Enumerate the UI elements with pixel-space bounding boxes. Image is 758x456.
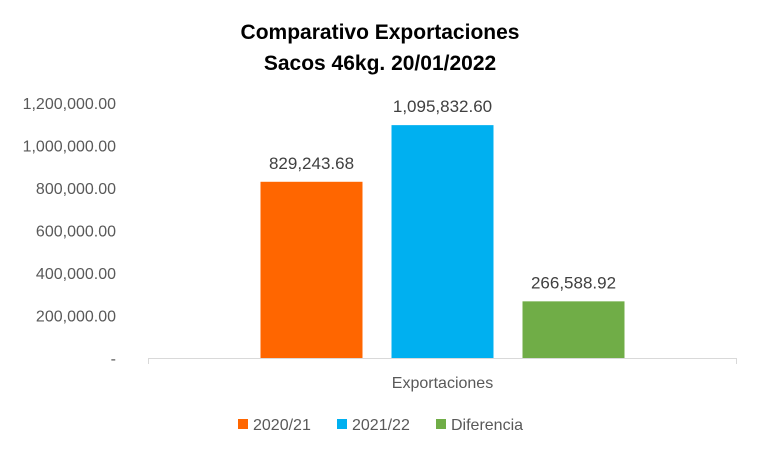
bar — [522, 301, 625, 358]
bar — [391, 125, 494, 358]
legend-swatch — [436, 419, 446, 429]
y-tick-label: 1,200,000.00 — [23, 96, 117, 113]
y-tick-label: 600,000.00 — [36, 224, 116, 241]
legend-label: Diferencia — [451, 417, 523, 434]
y-tick-label: 1,000,000.00 — [23, 139, 117, 156]
plot-area: 829,243.68 1,095,832.60 266,588.92 — [260, 97, 625, 358]
y-tick-label: 200,000.00 — [36, 309, 116, 326]
legend-label: 2021/22 — [352, 417, 410, 434]
legend-swatch — [238, 419, 248, 429]
bar — [260, 181, 363, 358]
legend: 2020/21 2021/22 Diferencia — [238, 417, 523, 434]
y-tick-label: - — [111, 351, 116, 368]
x-category-label: Exportaciones — [392, 375, 493, 392]
data-label: 266,588.92 — [531, 273, 616, 292]
x-axis: Exportaciones — [148, 358, 737, 392]
y-tick-label: 800,000.00 — [36, 181, 116, 198]
chart-title-line-1: Comparativo Exportaciones — [241, 21, 520, 44]
data-label: 1,095,832.60 — [393, 97, 492, 116]
y-axis: - 200,000.00 400,000.00 600,000.00 800,000.0… — [23, 96, 117, 368]
legend-label: 2020/21 — [253, 417, 311, 434]
y-tick-label: 400,000.00 — [36, 266, 116, 283]
chart-title-line-2: Sacos 46kg. 20/01/2022 — [264, 52, 496, 75]
legend-swatch — [337, 419, 347, 429]
data-label: 829,243.68 — [269, 154, 354, 173]
